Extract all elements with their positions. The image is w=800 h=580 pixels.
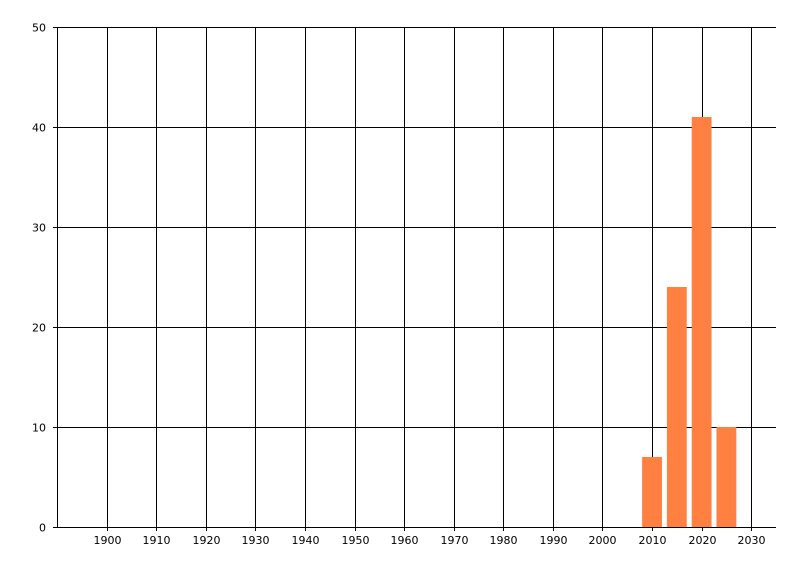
- x-tick-label: 1940: [292, 534, 320, 547]
- y-tick-label: 40: [32, 122, 46, 135]
- bars: [642, 117, 737, 527]
- x-tick-label: 2010: [639, 534, 667, 547]
- x-tick-label: 1970: [441, 534, 469, 547]
- bar-2015: [666, 287, 687, 527]
- bar-2010: [642, 457, 662, 527]
- x-tick-label: 1930: [242, 534, 270, 547]
- y-tick-label: 0: [39, 522, 46, 535]
- x-tick-label: 1900: [94, 534, 122, 547]
- y-tick-label: 30: [32, 222, 46, 235]
- axes: [57, 27, 776, 528]
- x-tick-label: 2030: [738, 534, 766, 547]
- x-tick-label: 2000: [589, 534, 617, 547]
- x-tick-label: 1910: [143, 534, 171, 547]
- x-tick-label: 1990: [540, 534, 568, 547]
- x-tick-label: 1950: [342, 534, 370, 547]
- grid: [53, 27, 776, 531]
- x-tick-label: 1980: [490, 534, 518, 547]
- x-tick-label: 1920: [193, 534, 221, 547]
- bar-2020: [691, 117, 712, 527]
- y-tick-label: 20: [32, 322, 46, 335]
- bar-2025: [716, 427, 737, 527]
- x-tick-label: 2020: [689, 534, 717, 547]
- y-tick-label: 50: [32, 22, 46, 35]
- y-tick-label: 10: [32, 422, 46, 435]
- x-tick-label: 1960: [391, 534, 419, 547]
